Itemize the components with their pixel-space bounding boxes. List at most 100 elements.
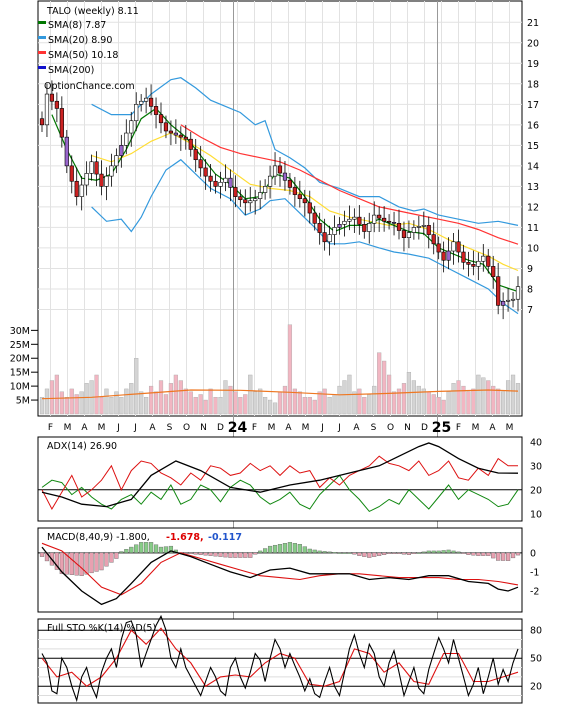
volume-bar bbox=[213, 397, 218, 415]
volume-bar bbox=[277, 391, 283, 415]
month-label: F bbox=[456, 423, 461, 433]
volume-bar bbox=[421, 388, 426, 415]
volume-bar bbox=[322, 388, 327, 415]
volume-average-line bbox=[41, 389, 519, 400]
adx-layer: 10 20 30 40 bbox=[38, 437, 542, 520]
macd-histogram-bar bbox=[267, 545, 273, 554]
volume-bar bbox=[297, 391, 302, 415]
volume-bar bbox=[382, 360, 387, 415]
macd-histogram-bar bbox=[243, 552, 248, 558]
candle-body bbox=[396, 223, 402, 231]
volume-bar bbox=[69, 388, 74, 415]
macd-histogram-bar bbox=[129, 546, 134, 554]
volume-bar bbox=[471, 388, 476, 415]
price-tick-label: 9 bbox=[527, 264, 533, 275]
volume-bar bbox=[486, 380, 491, 415]
candle-body bbox=[505, 299, 511, 302]
volume-bar bbox=[218, 397, 223, 415]
volume-bar bbox=[153, 391, 159, 415]
legend-sma50: SMA(50) 10.18 bbox=[38, 50, 118, 61]
volume-bar bbox=[451, 383, 456, 415]
month-label: M bbox=[472, 423, 480, 433]
macd-histogram-bar bbox=[287, 542, 293, 554]
macd-histogram-bar bbox=[238, 552, 243, 558]
volume-bar bbox=[198, 394, 203, 415]
macd-histogram-bar bbox=[104, 552, 109, 567]
macd-tick-label: -1 bbox=[530, 567, 539, 578]
volume-bar bbox=[228, 385, 233, 415]
volume-bar bbox=[401, 383, 407, 415]
volume-bar bbox=[223, 380, 228, 415]
macd-histogram-bar bbox=[277, 544, 283, 554]
macd-histogram-bar bbox=[208, 552, 213, 556]
candle-body bbox=[401, 230, 407, 238]
stochastic-panel: 20 50 80 Full STO %K(14) %D(5) bbox=[37, 614, 542, 704]
macd-histogram-bar bbox=[401, 552, 407, 555]
candle-body bbox=[178, 134, 183, 138]
candle-body bbox=[263, 186, 268, 193]
stochastic-tick-label: 80 bbox=[530, 626, 542, 637]
price-tick-label: 15 bbox=[527, 141, 539, 152]
volume-bar bbox=[342, 380, 347, 415]
candle-body bbox=[253, 198, 258, 202]
macd-signal-value: -1.678, bbox=[166, 532, 204, 543]
macd-histogram-bar bbox=[426, 550, 431, 554]
macd-histogram-bar bbox=[94, 552, 99, 572]
volume-bar bbox=[163, 394, 169, 415]
legend-sma8-swatch bbox=[38, 21, 46, 24]
candle-body bbox=[64, 136, 69, 167]
volume-bar bbox=[193, 397, 198, 415]
volume-bar bbox=[431, 394, 436, 415]
volume-bar bbox=[386, 374, 392, 415]
macd-histogram-bar bbox=[307, 548, 312, 554]
candle-body bbox=[183, 136, 188, 140]
macd-histogram-bar bbox=[124, 549, 129, 554]
candle-body bbox=[203, 167, 208, 177]
macd-histogram-bar bbox=[228, 552, 233, 558]
macd-title: MACD(8,40,9) -1.800, bbox=[47, 532, 150, 543]
bollinger-lower-band bbox=[91, 158, 519, 315]
volume-bar bbox=[79, 391, 84, 415]
legend-sma200-swatch bbox=[38, 66, 46, 69]
candle-body bbox=[491, 266, 496, 277]
candle-body bbox=[153, 106, 159, 115]
candle-body bbox=[302, 198, 307, 204]
volume-bar bbox=[59, 391, 64, 415]
month-label: A bbox=[149, 423, 156, 433]
candle-body bbox=[49, 93, 55, 102]
month-label: S bbox=[371, 423, 377, 433]
candle-body bbox=[436, 243, 441, 253]
volume-bar bbox=[208, 388, 213, 415]
candle-body bbox=[109, 165, 114, 177]
month-label: F bbox=[252, 423, 257, 433]
volume-bar bbox=[327, 397, 332, 415]
adx-panel-frame bbox=[37, 436, 523, 522]
volume-bar bbox=[64, 397, 69, 415]
volume-bar bbox=[307, 397, 312, 415]
candle-body bbox=[372, 214, 377, 224]
volume-bar bbox=[337, 385, 342, 415]
volume-bar bbox=[124, 388, 129, 415]
macd-histogram-bar bbox=[109, 552, 114, 563]
macd-histogram-bar bbox=[248, 552, 253, 558]
macd-histogram-bar bbox=[84, 552, 89, 575]
macd-histogram-bar bbox=[64, 552, 69, 575]
volume-bar bbox=[243, 394, 248, 415]
volume-bar bbox=[461, 385, 466, 415]
macd-tick-label: 0 bbox=[530, 548, 536, 559]
month-label: F bbox=[48, 423, 53, 433]
macd-tick-label: -2 bbox=[530, 587, 539, 598]
price-tick-label: 13 bbox=[527, 182, 539, 193]
candle-body bbox=[426, 225, 431, 235]
candle-body bbox=[282, 172, 288, 181]
macd-histogram-bar bbox=[302, 546, 307, 554]
macd-histogram-bar bbox=[317, 550, 322, 554]
volume-bar bbox=[263, 397, 268, 415]
candle-body bbox=[391, 221, 397, 224]
candle-body bbox=[277, 165, 283, 174]
volume-bar bbox=[267, 399, 273, 415]
candle-body bbox=[44, 93, 50, 126]
volume-bar bbox=[173, 374, 178, 415]
legend-sma200: SMA(200) bbox=[38, 65, 94, 76]
macd-histogram-bar bbox=[382, 552, 387, 555]
